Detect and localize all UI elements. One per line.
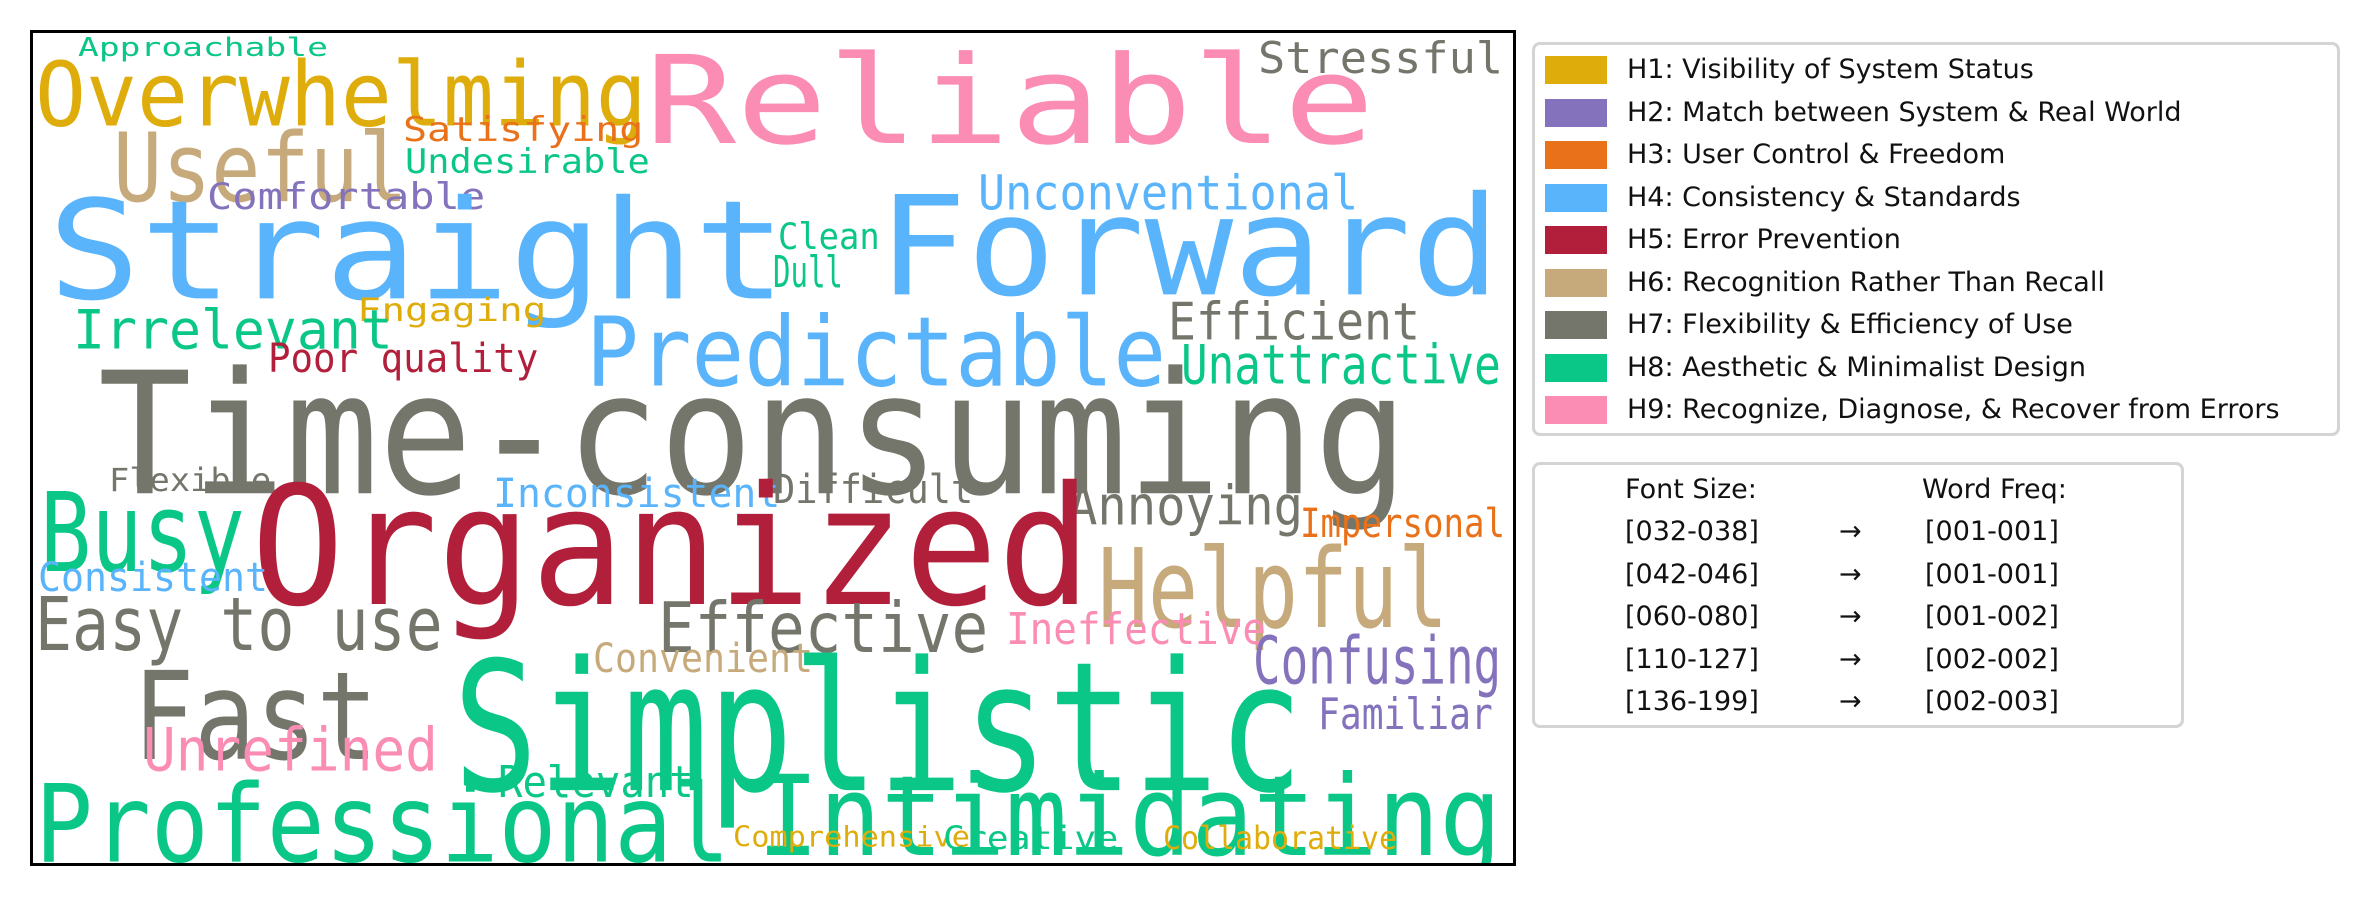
size-legend-size-3: [060-080] [1625, 601, 1759, 632]
cloud-word-flexible: Flexible [109, 461, 272, 499]
cloud-word-busy: Busy [40, 469, 245, 597]
size-legend-arrow-4: → [1839, 643, 1862, 675]
legend-label-h9: H9: Recognize, Diagnose, & Recover from … [1627, 394, 2280, 425]
cloud-word-ineffective: Ineffective [1006, 603, 1267, 655]
size-legend-size-5: [136-199] [1625, 686, 1759, 717]
cloud-word-predictable: Predictable [586, 297, 1167, 409]
cloud-word-poor-quality: Poor quality [268, 334, 539, 382]
legend-label-h6: H6: Recognition Rather Than Recall [1627, 266, 2105, 298]
legend-label-h4: H4: Consistency & Standards [1627, 181, 2021, 213]
cloud-word-annoying: Annoying [1068, 473, 1304, 538]
size-legend-freq-3: [001-002] [1925, 601, 2059, 632]
legend-swatch-h5 [1545, 226, 1607, 254]
legend-label-h7: H7: Flexibility & Efficiency of Use [1627, 309, 2073, 340]
cloud-word-easy-to-use: Easy to use [35, 581, 443, 669]
cloud-word-difficult: Difficult [773, 465, 974, 513]
cloud-word-confusing: Confusing [1253, 622, 1502, 700]
cloud-word-effective: Effective [658, 586, 989, 669]
size-legend-arrow-3: → [1839, 601, 1862, 632]
size-legend-freq-2: [001-001] [1925, 558, 2059, 590]
cloud-word-useful: Useful [113, 113, 408, 224]
size-legend-size-4: [110-127] [1625, 643, 1759, 675]
size-legend-freq-4: [002-002] [1925, 643, 2059, 675]
cloud-word-simplistic: Simplistic [453, 623, 1304, 833]
legend-swatch-h1 [1545, 56, 1607, 84]
cloud-word-inconsistent: Inconsistent [493, 469, 781, 517]
cloud-word-efficient: Efficient [1168, 291, 1421, 353]
cloud-word-forward: Forward [878, 167, 1500, 328]
cloud-word-overwhelming: Overwhelming [35, 43, 647, 148]
cloud-word-time-consuming: Time-consuming [98, 337, 1408, 535]
cloud-word-comprehensive: Comprehensive [733, 820, 970, 854]
cloud-word-engaging: Engaging [358, 291, 547, 329]
font-size-header: Font Size: [1625, 474, 1757, 505]
cloud-word-collaborative: Collaborative [1163, 819, 1397, 857]
legend-label-h1: H1: Visibility of System Status [1627, 54, 2034, 85]
cloud-word-dull: Dull [773, 246, 843, 298]
cloud-word-unrefined: Unrefined [143, 715, 438, 786]
cloud-word-undesirable: Undesirable [405, 142, 650, 182]
size-legend-freq-1: [001-001] [1925, 516, 2059, 547]
legend-swatch-h7 [1545, 311, 1607, 339]
cloud-word-unattractive: Unattractive [1181, 332, 1501, 397]
cloud-word-fast: Fast [133, 646, 378, 789]
cloud-word-helpful: Helpful [1098, 525, 1449, 653]
size-legend-arrow-1: → [1839, 516, 1862, 547]
cloud-word-satisfying: Satisfying [403, 110, 644, 150]
legend-swatch-h8 [1545, 353, 1607, 382]
size-legend-freq-5: [002-003] [1925, 686, 2059, 717]
size-legend-size-1: [032-038] [1625, 516, 1759, 547]
cloud-word-reliable: Reliable [645, 30, 1375, 173]
legend-label-h2: H2: Match between System & Real World [1627, 96, 2182, 128]
legend-swatch-h9 [1545, 396, 1607, 424]
cloud-word-approachable: Approachable [78, 32, 328, 63]
cloud-word-comfortable: Comfortable [207, 175, 486, 218]
cloud-word-impersonal: Impersonal [1300, 499, 1505, 547]
legend-swatch-h4 [1545, 183, 1607, 212]
legend-swatch-h6 [1545, 268, 1607, 297]
legend-label-h3: H3: User Control & Freedom [1627, 139, 2006, 170]
size-legend-size-2: [042-046] [1625, 558, 1759, 590]
cloud-word-professional: Professional [35, 762, 731, 866]
legend-swatch-h2 [1545, 98, 1607, 127]
legend-label-h5: H5: Error Prevention [1627, 224, 1901, 255]
cloud-word-convenient: Convenient [593, 634, 813, 682]
legend-label-h8: H8: Aesthetic & Minimalist Design [1627, 351, 2087, 383]
cloud-word-consistent: Consistent [38, 553, 268, 601]
cloud-word-organized: Organized [251, 451, 1092, 644]
cloud-word-clean: Clean [778, 215, 880, 258]
word-cloud: Approachable Overwhelming Reliable Stressfu… [30, 30, 1516, 866]
cloud-word-stressful: Stressful [1258, 32, 1504, 84]
legend-swatch-h3 [1545, 141, 1607, 169]
cloud-word-straight: Straight [48, 171, 787, 332]
cloud-word-intimidating: Intimidating [757, 751, 1502, 866]
color-legend: H1: Visibility of System Status H2: Match… [1532, 42, 2340, 436]
size-frequency-legend: Font Size: Word Freq: [032-038] → [001-001… [1532, 462, 2184, 728]
size-legend-arrow-2: → [1839, 558, 1862, 590]
cloud-word-familiar: Familiar [1318, 688, 1493, 740]
cloud-word-relevant: Relevant [498, 756, 694, 808]
word-freq-header: Word Freq: [1922, 474, 2067, 505]
cloud-word-creative: Creative [943, 819, 1119, 857]
cloud-word-irrelevant: Irrelevant [73, 297, 393, 362]
size-legend-arrow-5: → [1839, 686, 1862, 717]
cloud-word-unconventional: Unconventional [978, 165, 1359, 222]
